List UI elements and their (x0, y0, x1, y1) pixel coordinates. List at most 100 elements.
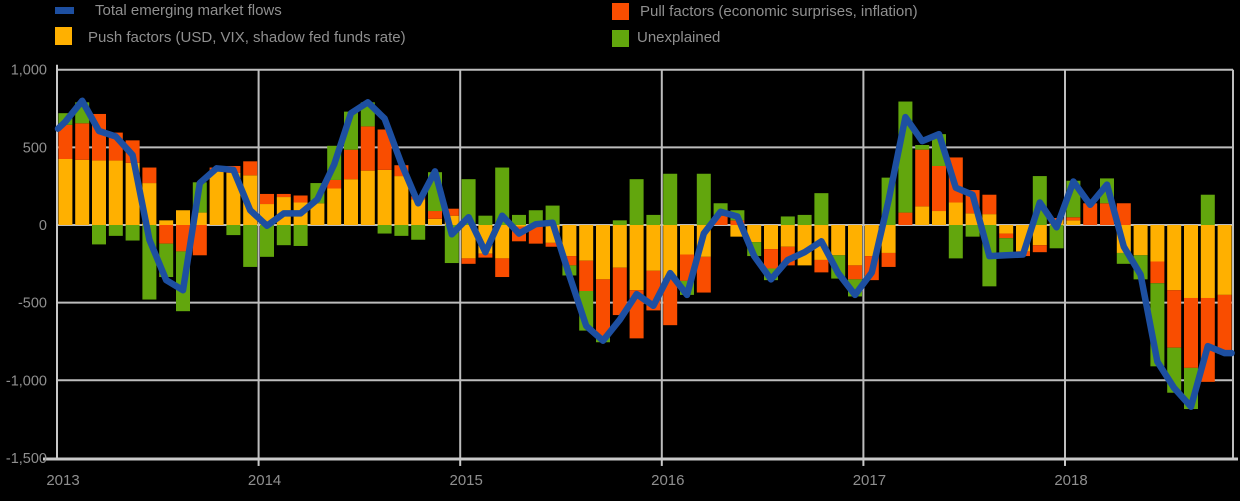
bar-segment-unexplained (461, 179, 476, 225)
bar-segment-push (58, 158, 73, 225)
bar-segment-push (831, 225, 846, 256)
x-axis-label: 2015 (450, 472, 483, 489)
bar-segment-push (444, 215, 459, 225)
bar-segment-pull (142, 167, 157, 184)
bar-segment-pull (982, 194, 997, 215)
y-axis-label: -1,000 (6, 373, 47, 389)
bar-segment-unexplained (512, 214, 526, 225)
bar-segment-push (780, 225, 795, 247)
bar-segment-unexplained (629, 179, 644, 225)
bar-segment-pull (999, 233, 1014, 239)
bar-segment-pull (612, 267, 627, 316)
bar-segment-unexplained (999, 238, 1014, 255)
bar-segment-pull (932, 165, 946, 212)
bar-segment-pull (159, 225, 174, 244)
bar-segment-unexplained (1200, 194, 1215, 225)
bar-segment-push (1133, 225, 1148, 256)
bar-segment-unexplained (646, 214, 661, 225)
bar-segment-pull (444, 208, 459, 216)
bar-segment-pull (764, 249, 778, 269)
unexplained-swatch (612, 30, 629, 47)
bar-segment-push (461, 225, 476, 259)
bar-segment-push (612, 225, 627, 268)
x-axis-label: 2016 (651, 472, 684, 489)
bar-segment-push (764, 225, 778, 250)
bar-segment-unexplained (1116, 252, 1131, 264)
x-axis-label: 2017 (853, 472, 886, 489)
bar-segment-pull (1032, 245, 1047, 253)
bar-segment-unexplained (814, 193, 829, 225)
bar-segment-unexplained (663, 173, 678, 225)
bar-segment-pull (478, 253, 493, 258)
bar-segment-unexplained (612, 220, 627, 225)
bar-segment-unexplained (226, 225, 241, 236)
total-flows-line (54, 97, 1235, 410)
y-axis-label: -1,500 (6, 451, 47, 467)
bar-segment-push (596, 225, 610, 280)
bar-segment-unexplained (948, 225, 963, 259)
bar-segment-pull (663, 278, 678, 326)
x-axis-label: 2013 (46, 472, 79, 489)
bar-segment-push (344, 179, 358, 225)
bar-segment-unexplained (125, 225, 140, 241)
bar-segment-unexplained (797, 214, 812, 225)
bar-segment-pull (495, 258, 510, 278)
bar-segment-pull (898, 212, 913, 225)
bar-segment-push (411, 199, 426, 225)
bar-segment-pull (377, 129, 392, 170)
legend-label-push: Push factors (USD, VIX, shadow fed funds… (88, 29, 406, 46)
bar-segment-pull (461, 258, 476, 264)
bar-segment-push (92, 160, 106, 225)
bar-segment-push (730, 225, 745, 237)
push-factors-swatch (55, 27, 72, 45)
bar-segment-pull (1083, 203, 1098, 225)
bar-segment-unexplained (965, 225, 980, 237)
bar-segment-pull (243, 161, 258, 176)
bar-segment-push (327, 188, 342, 225)
bar-segment-push (495, 225, 510, 259)
bar-segment-push (663, 225, 678, 279)
bar-segment-push (562, 225, 577, 257)
bar-segment-push (982, 214, 997, 225)
bar-segment-unexplained (478, 215, 493, 225)
bar-segment-push (360, 170, 375, 225)
bar-segment-unexplained (293, 225, 308, 246)
bar-segment-push (394, 176, 409, 225)
bar-segment-pull (293, 195, 308, 203)
bar-segment-push (1217, 225, 1232, 295)
bar-segment-unexplained (260, 225, 274, 257)
bar-segment-push (747, 225, 762, 243)
bar-segment-push (1150, 225, 1165, 262)
bar-segment-push (848, 225, 862, 266)
bar-segment-pull (428, 211, 442, 219)
bar-segment-pull (260, 193, 274, 205)
bar-segment-pull (596, 279, 610, 338)
pull-factors-swatch (612, 3, 629, 20)
bar-segment-unexplained (108, 225, 123, 236)
bar-segment-pull (696, 256, 711, 293)
bar-segment-pull (1150, 261, 1165, 284)
y-axis-label: 0 (39, 218, 47, 234)
bar-segment-push (209, 169, 224, 225)
y-axis-label: 500 (23, 140, 47, 156)
bar-segment-pull (344, 149, 358, 180)
bar-segment-pull (848, 265, 862, 280)
bar-segment-pull (545, 242, 560, 247)
bar-segment-push (1184, 225, 1198, 298)
bar-segment-push (377, 169, 392, 225)
bar-segment-pull (528, 226, 543, 244)
bar-segment-pull (176, 225, 190, 252)
y-axis-label: -500 (18, 296, 47, 312)
bar-segment-push (176, 210, 190, 225)
bar-segment-pull (1217, 294, 1232, 351)
bar-segment-unexplained (696, 173, 711, 225)
bar-segment-push (579, 225, 594, 261)
bar-segment-pull (562, 256, 577, 266)
bar-segment-push (428, 218, 442, 225)
bar-segment-pull (360, 126, 375, 171)
bar-segment-pull (58, 124, 73, 159)
bar-segment-unexplained (495, 167, 510, 225)
bar-segment-push (915, 206, 930, 225)
